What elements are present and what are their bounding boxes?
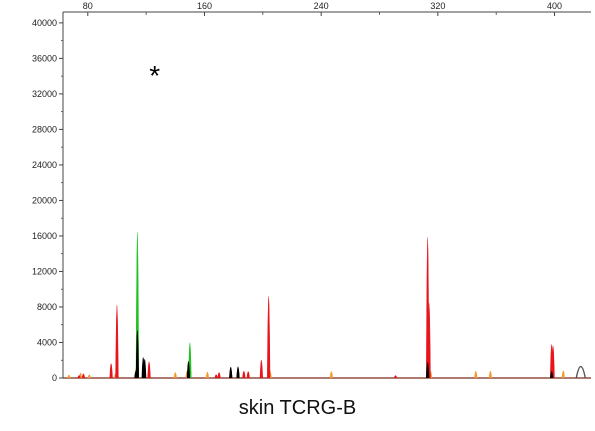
- black-peak: [236, 366, 240, 379]
- y-tick-label: 12000: [32, 266, 57, 276]
- orange-peak: [173, 372, 177, 379]
- red-peak: [77, 375, 81, 379]
- red-peak: [393, 375, 398, 379]
- black-peak: [550, 371, 554, 379]
- annotations: *: [149, 60, 160, 91]
- red-peak: [217, 372, 221, 379]
- x-tick-label: 160: [197, 1, 212, 11]
- black-peak: [143, 358, 147, 379]
- x-tick-label: 400: [547, 1, 562, 11]
- chart-caption: skin TCRG-B: [238, 397, 357, 419]
- red-peak: [246, 371, 250, 379]
- red-peak: [259, 359, 263, 379]
- y-tick-label: 24000: [32, 160, 57, 170]
- y-tick-label: 20000: [32, 195, 57, 205]
- orange-peak: [205, 371, 209, 379]
- black-peak: [426, 362, 430, 379]
- red-peak: [81, 373, 86, 379]
- y-tick-label: 8000: [37, 302, 57, 312]
- orange-peak: [87, 374, 91, 379]
- orange-peak: [561, 370, 565, 379]
- axes: [59, 11, 591, 379]
- x-tick-label: 80: [83, 1, 93, 11]
- y-tick-label: 28000: [32, 124, 57, 134]
- y-tick-label: 0: [52, 373, 57, 383]
- x-tick-label: 240: [314, 1, 329, 11]
- peak-annotation: *: [149, 60, 160, 91]
- chromatogram-chart: 0 4000 8000 12000 16000 20000 24000 28000 32000 3…: [32, 1, 591, 383]
- red-peak: [242, 370, 246, 379]
- y-tick-label: 40000: [32, 18, 57, 28]
- y-tick-label: 16000: [32, 231, 57, 241]
- red-peak: [115, 304, 119, 379]
- orange-peak: [474, 370, 478, 379]
- black-peak: [186, 361, 191, 379]
- red-peak: [214, 374, 218, 379]
- black-peak: [135, 330, 139, 379]
- x-tick-label: 320: [430, 1, 445, 11]
- y-tick-label: 32000: [32, 89, 57, 99]
- orange-peak: [329, 371, 333, 379]
- red-peak: [147, 361, 151, 379]
- orange-peak: [67, 374, 71, 379]
- gray-peak: [575, 365, 586, 379]
- red-peak: [109, 363, 113, 379]
- red-peak: [427, 303, 431, 379]
- black-peak: [229, 366, 233, 379]
- red-peak: [267, 296, 271, 379]
- plot-area: [63, 231, 591, 379]
- tick-labels: 0 4000 8000 12000 16000 20000 24000 28000 32000 3…: [32, 1, 562, 383]
- y-tick-label: 4000: [37, 337, 57, 347]
- red-peak: [551, 345, 555, 379]
- y-tick-label: 36000: [32, 53, 57, 63]
- orange-peak: [488, 370, 492, 379]
